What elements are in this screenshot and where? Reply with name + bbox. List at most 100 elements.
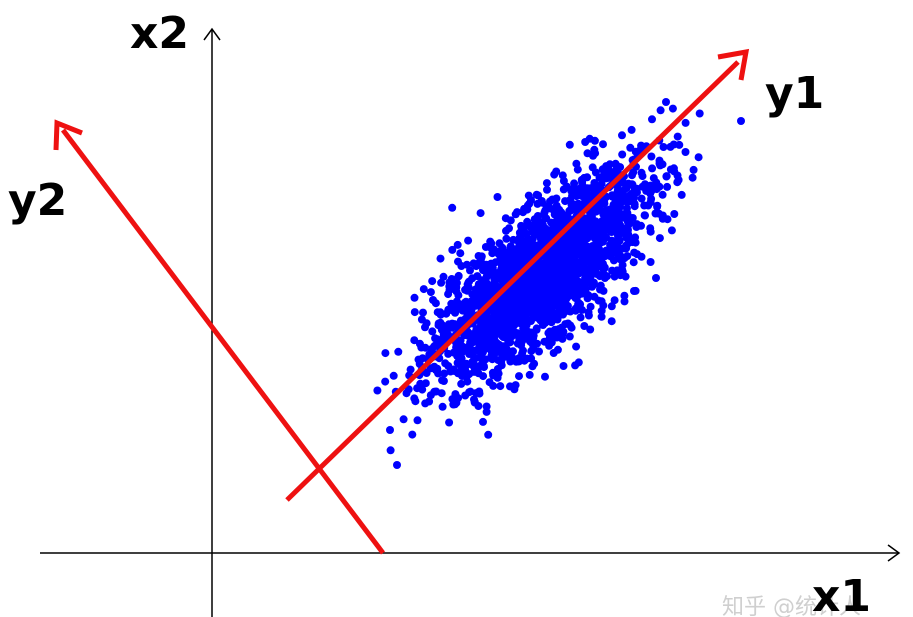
scatter-point bbox=[569, 184, 578, 193]
scatter-point bbox=[622, 204, 631, 213]
scatter-point bbox=[544, 329, 553, 338]
scatter-point bbox=[574, 358, 583, 367]
scatter-point bbox=[670, 210, 679, 218]
scatter-point bbox=[597, 306, 606, 315]
scatter-point bbox=[493, 193, 502, 201]
scatter-point bbox=[426, 288, 435, 297]
scatter-point bbox=[507, 305, 515, 314]
scatter-point bbox=[448, 319, 457, 328]
scatter-point bbox=[565, 332, 574, 341]
scatter-point bbox=[646, 258, 655, 266]
y1-axis-line bbox=[285, 60, 740, 502]
scatter-point bbox=[552, 194, 561, 203]
scatter-point bbox=[523, 217, 532, 226]
scatter-point bbox=[558, 171, 567, 180]
scatter-point bbox=[599, 171, 608, 180]
scatter-point bbox=[492, 273, 501, 281]
scatter-point bbox=[439, 272, 448, 281]
scatter-point bbox=[607, 302, 616, 311]
scatter-point bbox=[600, 264, 609, 273]
scatter-point bbox=[421, 343, 430, 352]
scatter-point bbox=[523, 201, 532, 210]
scatter-point bbox=[603, 272, 611, 281]
scatter-point bbox=[466, 387, 475, 396]
scatter-point bbox=[624, 218, 633, 227]
scatter-point bbox=[553, 209, 562, 218]
scatter-point bbox=[576, 259, 585, 268]
scatter-point bbox=[607, 317, 616, 326]
scatter-point bbox=[506, 216, 515, 225]
scatter-point bbox=[431, 299, 440, 308]
scatter-point bbox=[593, 185, 602, 194]
scatter-point bbox=[552, 167, 561, 176]
scatter-point bbox=[606, 241, 615, 249]
scatter-point bbox=[386, 426, 394, 434]
scatter-point bbox=[564, 319, 572, 328]
scatter-point bbox=[479, 372, 488, 381]
scatter-point bbox=[597, 180, 606, 189]
scatter-point bbox=[456, 249, 465, 258]
scatter-point bbox=[695, 109, 704, 118]
scatter-point bbox=[510, 385, 519, 394]
y2-axis-arrowhead bbox=[53, 119, 83, 151]
scatter-point bbox=[564, 269, 573, 278]
scatter-point bbox=[561, 251, 569, 260]
scatter-point bbox=[597, 312, 606, 321]
scatter-point bbox=[656, 161, 665, 170]
scatter-point bbox=[602, 162, 611, 171]
scatter-points bbox=[373, 98, 745, 469]
scatter-point bbox=[452, 398, 461, 407]
scatter-point bbox=[582, 255, 591, 264]
scatter-point bbox=[513, 357, 522, 366]
scatter-point bbox=[677, 190, 686, 199]
scatter-point bbox=[586, 302, 595, 311]
scatter-point bbox=[609, 256, 618, 265]
scatter-point bbox=[507, 288, 516, 297]
scatter-point bbox=[601, 215, 610, 224]
scatter-point bbox=[589, 280, 598, 289]
scatter-point bbox=[471, 301, 480, 309]
scatter-point bbox=[410, 308, 419, 317]
scatter-point bbox=[463, 377, 472, 386]
scatter-point bbox=[574, 277, 583, 286]
scatter-point bbox=[652, 274, 660, 282]
scatter-point bbox=[422, 319, 431, 328]
scatter-point bbox=[463, 343, 472, 351]
scatter-point bbox=[498, 331, 507, 339]
scatter-point bbox=[408, 430, 417, 439]
scatter-point bbox=[578, 245, 587, 254]
scatter-point bbox=[478, 286, 487, 295]
scatter-point bbox=[439, 377, 448, 385]
scatter-point bbox=[511, 210, 520, 219]
scatter-point bbox=[381, 377, 390, 386]
scatter-point bbox=[519, 243, 528, 252]
scatter-point bbox=[637, 252, 646, 261]
scatter-point bbox=[574, 298, 583, 307]
scatter-point bbox=[527, 317, 535, 325]
scatter-point bbox=[470, 395, 478, 404]
scatter-point bbox=[670, 167, 679, 176]
scatter-point bbox=[430, 362, 439, 371]
scatter-point bbox=[576, 223, 584, 232]
scatter-point bbox=[610, 296, 619, 305]
scatter-point bbox=[681, 118, 690, 127]
scatter-point bbox=[448, 245, 457, 254]
scatter-point bbox=[373, 386, 382, 395]
scatter-point bbox=[623, 252, 632, 261]
scatter-point bbox=[502, 226, 510, 235]
scatter-point bbox=[431, 334, 440, 343]
scatter-point bbox=[571, 306, 580, 315]
scatter-point bbox=[651, 209, 660, 218]
scatter-point bbox=[572, 159, 581, 168]
scatter-point bbox=[455, 300, 464, 309]
scatter-point bbox=[673, 132, 682, 141]
scatter-point bbox=[469, 259, 478, 268]
scatter-point bbox=[528, 362, 537, 371]
scatter-point bbox=[556, 259, 565, 268]
scatter-point bbox=[533, 241, 542, 250]
scatter-point bbox=[532, 190, 541, 199]
scatter-point bbox=[689, 165, 698, 174]
scatter-point bbox=[496, 313, 505, 322]
scatter-point bbox=[496, 298, 505, 307]
scatter-point bbox=[436, 308, 445, 317]
